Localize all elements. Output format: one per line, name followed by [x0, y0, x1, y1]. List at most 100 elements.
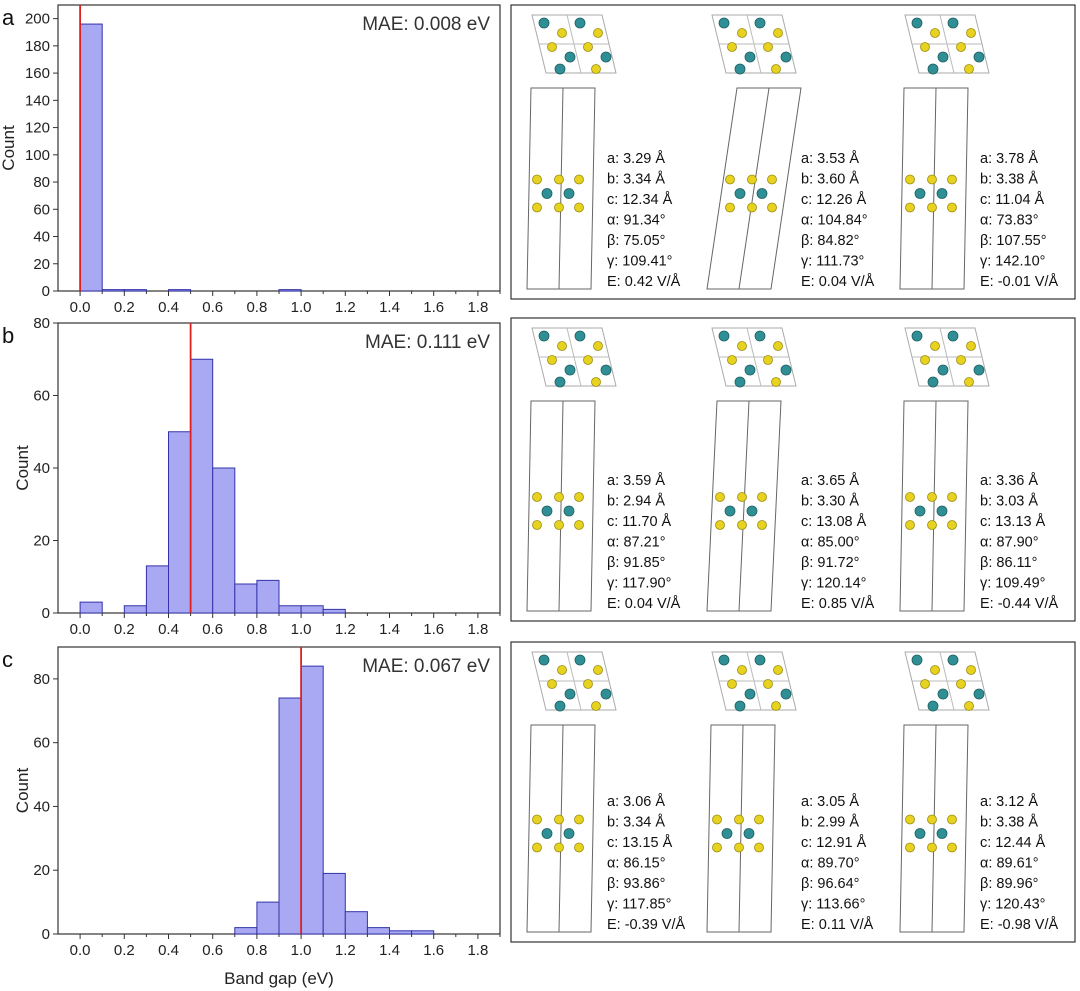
- s-atom: [947, 814, 957, 825]
- mo-atom: [936, 505, 948, 517]
- top-view: [904, 651, 990, 712]
- histogram-bar: [256, 901, 280, 935]
- s-atom: [554, 492, 564, 502]
- s-atom: [532, 202, 542, 213]
- s-atom: [966, 341, 976, 351]
- mo-atom: [780, 364, 792, 376]
- mo-atom: [914, 828, 926, 839]
- mo-atom: [937, 364, 949, 376]
- mo-atom: [541, 505, 553, 517]
- top-view-cell: [904, 14, 990, 74]
- histogram-bar: [168, 289, 192, 292]
- s-atom: [593, 665, 603, 675]
- mo-atom: [780, 51, 792, 63]
- param-c: c: 13.15 Å: [607, 834, 673, 851]
- structure-1: a: 3.59 Å b: 2.94 Å c: 11.70 Å α: 87.21° β: …: [526, 327, 681, 612]
- y-tick-label: 120: [25, 120, 50, 137]
- mo-atom: [554, 376, 566, 388]
- param-b: b: 2.94 Å: [607, 493, 665, 510]
- mo-atom: [911, 17, 923, 29]
- s-atom: [737, 341, 747, 351]
- histogram-bar: [411, 930, 435, 935]
- s-atom: [747, 202, 757, 213]
- param-a: a: 3.29 Å: [607, 150, 665, 167]
- mo-atom: [973, 51, 985, 63]
- side-view-cell: [526, 87, 596, 290]
- s-atom: [715, 492, 725, 502]
- mo-atom: [734, 63, 746, 75]
- top-view-cell: [711, 14, 797, 74]
- param-E: E: -0.98 V/Å: [980, 916, 1059, 933]
- s-atom: [763, 679, 773, 689]
- panel-letter: a: [2, 5, 15, 30]
- param-c: c: 12.91 Å: [801, 834, 867, 851]
- s-atom: [905, 174, 915, 185]
- mo-atom: [914, 505, 926, 517]
- s-atom: [583, 42, 593, 52]
- y-tick-label: 80: [33, 671, 50, 688]
- s-atom: [905, 202, 915, 213]
- x-tick-label: 1.8: [467, 942, 488, 959]
- s-atom: [712, 814, 722, 825]
- y-tick-label: 20: [33, 862, 50, 879]
- s-atom: [591, 701, 601, 711]
- mo-atom: [744, 51, 756, 63]
- param-alpha: α: 91.34°: [607, 213, 666, 229]
- mo-atom: [927, 63, 939, 75]
- top-view: [531, 327, 617, 388]
- x-tick-label: 1.8: [467, 299, 488, 316]
- s-atom: [930, 341, 940, 351]
- plot-frame: [57, 4, 501, 292]
- s-atom: [927, 492, 937, 502]
- param-beta: β: 107.55°: [980, 233, 1047, 249]
- s-atom: [532, 174, 542, 185]
- histogram-bar: [278, 289, 302, 292]
- structure-2: a: 3.53 Å b: 3.60 Å c: 12.26 Å α: 104.84° β:…: [706, 14, 875, 290]
- top-view-cell: [904, 651, 990, 711]
- mo-atom: [554, 63, 566, 75]
- param-beta: β: 89.96°: [980, 876, 1038, 892]
- side-view-cell: [706, 87, 802, 290]
- x-tick-label: 1.4: [379, 621, 400, 638]
- param-gamma: γ: 117.85°: [607, 897, 671, 913]
- mo-atom: [574, 17, 586, 29]
- side-view-divider: [931, 400, 937, 612]
- s-atom: [554, 174, 564, 185]
- mo-atom: [973, 688, 985, 700]
- mo-atom: [746, 505, 758, 517]
- x-tick-label: 0.8: [246, 299, 267, 316]
- param-b: b: 2.99 Å: [801, 814, 859, 831]
- param-a: a: 3.59 Å: [607, 472, 665, 489]
- mo-atom: [538, 17, 550, 29]
- x-tick-label: 1.4: [379, 942, 400, 959]
- x-axis-label: Band gap (eV): [224, 969, 334, 988]
- s-atom: [964, 377, 974, 387]
- param-beta: β: 96.64°: [801, 876, 859, 892]
- param-gamma: γ: 109.49°: [980, 576, 1045, 592]
- histogram-bar: [168, 431, 192, 614]
- x-tick-label: 1.0: [291, 299, 312, 316]
- param-E: E: -0.44 V/Å: [980, 595, 1059, 612]
- s-atom: [574, 492, 584, 502]
- s-atom: [767, 174, 777, 185]
- s-atom: [715, 520, 725, 530]
- panel-c: c 0 20 40 60 80 0.0 0.2 0.4 0.6 0.8 1.0 1.2 1.4 1.6 1.8…: [2, 641, 1076, 988]
- x-tick-label: 1.6: [423, 621, 444, 638]
- x-tick-label: 1.4: [379, 299, 400, 316]
- x-tick-label: 0.6: [202, 942, 223, 959]
- histogram-bar: [190, 358, 214, 614]
- s-atom: [927, 520, 937, 530]
- s-atom: [574, 520, 584, 530]
- mo-atom: [947, 330, 959, 342]
- histogram-bar: [212, 467, 236, 614]
- y-tick-label: 0: [42, 926, 50, 943]
- s-atom: [557, 341, 567, 351]
- mo-atom: [734, 376, 746, 388]
- s-atom: [771, 377, 781, 387]
- param-a: a: 3.78 Å: [980, 150, 1038, 167]
- side-view-divider: [738, 400, 750, 612]
- s-atom: [956, 355, 966, 365]
- mo-atom: [600, 51, 612, 63]
- param-beta: β: 86.11°: [980, 555, 1037, 571]
- s-atom: [927, 202, 937, 213]
